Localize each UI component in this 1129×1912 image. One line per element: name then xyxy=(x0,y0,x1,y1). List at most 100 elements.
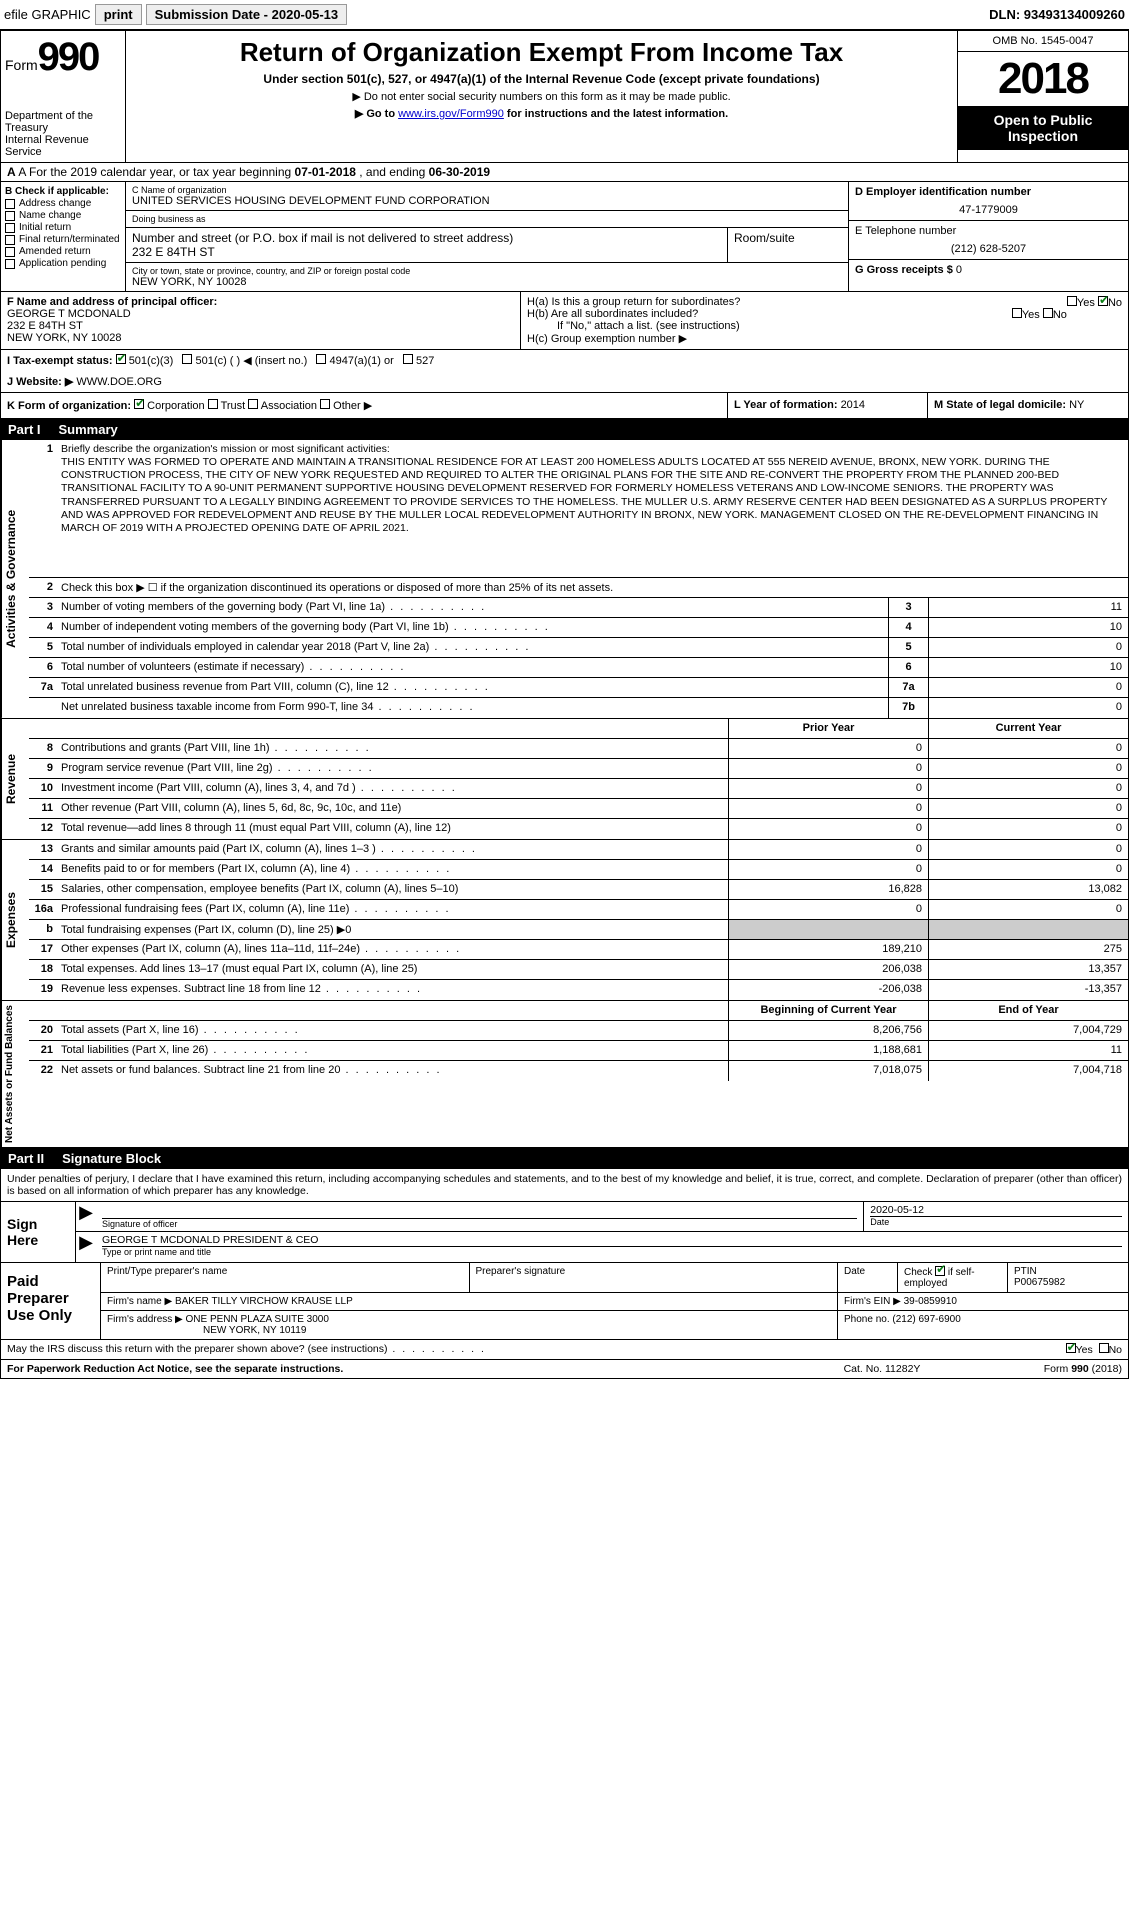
val6: 10 xyxy=(928,658,1128,677)
part1-header: Part I Summary xyxy=(0,419,1129,440)
gross-receipts-label: G Gross receipts $ xyxy=(855,264,956,276)
val4: 10 xyxy=(928,618,1128,637)
row-klm: K Form of organization: Corporation Trus… xyxy=(0,393,1129,419)
cb-corporation[interactable] xyxy=(134,399,144,409)
paid-preparer: Paid Preparer Use Only Print/Type prepar… xyxy=(1,1262,1128,1339)
line1-label: Briefly describe the organization's miss… xyxy=(61,443,390,455)
hb-note: If "No," attach a list. (see instruction… xyxy=(527,320,1122,332)
cb-501c[interactable] xyxy=(182,354,192,364)
block-b-checkboxes: B Check if applicable: Address change Na… xyxy=(1,182,126,291)
cb-trust[interactable] xyxy=(208,399,218,409)
phone-value: (212) 628-5207 xyxy=(855,243,1122,255)
firm-addr2: NEW YORK, NY 10119 xyxy=(203,1325,306,1336)
cb-association[interactable] xyxy=(248,399,258,409)
form-title: Return of Organization Exempt From Incom… xyxy=(132,37,951,68)
cb-initial-return[interactable] xyxy=(5,223,15,233)
hdr-current: Current Year xyxy=(928,719,1128,738)
cb-application-pending[interactable] xyxy=(5,259,15,269)
irs-label: Internal Revenue Service xyxy=(5,134,121,158)
firm-name: BAKER TILLY VIRCHOW KRAUSE LLP xyxy=(175,1296,353,1307)
vlabel-revenue: Revenue xyxy=(1,719,29,839)
form-ref: Form 990 (2018) xyxy=(962,1363,1122,1375)
officer-addr1: 232 E 84TH ST xyxy=(7,320,83,332)
line4: Number of independent voting members of … xyxy=(57,618,888,637)
sig-date-label: Date xyxy=(870,1216,1122,1227)
expenses-section: Expenses 13Grants and similar amounts pa… xyxy=(0,840,1129,1001)
cb-discuss-no[interactable] xyxy=(1099,1343,1109,1353)
revenue-section: Revenue Prior YearCurrent Year 8Contribu… xyxy=(0,719,1129,840)
cb-4947[interactable] xyxy=(316,354,326,364)
street-value: 232 E 84TH ST xyxy=(132,245,721,259)
sign-here-label: Sign Here xyxy=(1,1202,76,1262)
ptin-value: P00675982 xyxy=(1014,1277,1065,1288)
prep-sig-label: Preparer's signature xyxy=(470,1263,839,1292)
year-formation: 2014 xyxy=(841,399,865,411)
top-bar: efile GRAPHIC print Submission Date - 20… xyxy=(0,0,1129,30)
cb-name-change[interactable] xyxy=(5,211,15,221)
city-label: City or town, state or province, country… xyxy=(132,266,842,276)
ein-value: 47-1779009 xyxy=(855,204,1122,216)
row-j: J Website: ▶ WWW.DOE.ORG xyxy=(0,371,1129,393)
vlabel-activities: Activities & Governance xyxy=(1,440,29,718)
goto-note: ▶ Go to www.irs.gov/Form990 for instruct… xyxy=(132,107,951,120)
cb-ha-yes[interactable] xyxy=(1067,296,1077,306)
perjury-statement: Under penalties of perjury, I declare th… xyxy=(1,1169,1128,1201)
page-footer: For Paperwork Reduction Act Notice, see … xyxy=(0,1360,1129,1379)
row-i: I Tax-exempt status: 501(c)(3) 501(c) ( … xyxy=(0,350,1129,371)
row-a-tax-year: A A For the 2019 calendar year, or tax y… xyxy=(0,163,1129,182)
form-number: 990 xyxy=(38,35,99,79)
firm-addr1: ONE PENN PLAZA SUITE 3000 xyxy=(186,1314,329,1325)
cb-address-change[interactable] xyxy=(5,199,15,209)
line5: Total number of individuals employed in … xyxy=(57,638,888,657)
state-domicile: NY xyxy=(1069,399,1084,411)
officer-print-name: GEORGE T MCDONALD PRESIDENT & CEO xyxy=(102,1234,1122,1246)
vlabel-expenses: Expenses xyxy=(1,840,29,1000)
print-button[interactable]: print xyxy=(95,4,142,25)
print-name-label: Type or print name and title xyxy=(102,1246,1122,1257)
cb-discuss-yes[interactable] xyxy=(1066,1343,1076,1353)
val7b: 0 xyxy=(928,698,1128,718)
prep-name-label: Print/Type preparer's name xyxy=(101,1263,470,1292)
line3: Number of voting members of the governin… xyxy=(57,598,888,617)
discuss-row: May the IRS discuss this return with the… xyxy=(1,1339,1128,1359)
cb-amended-return[interactable] xyxy=(5,247,15,257)
cb-hb-yes[interactable] xyxy=(1012,308,1022,318)
line7a: Total unrelated business revenue from Pa… xyxy=(57,678,888,697)
paperwork-notice: For Paperwork Reduction Act Notice, see … xyxy=(7,1363,802,1375)
sig-officer-label: Signature of officer xyxy=(102,1218,857,1229)
block-c-org: C Name of organization UNITED SERVICES H… xyxy=(126,182,848,291)
cb-527[interactable] xyxy=(403,354,413,364)
line7b: Net unrelated business taxable income fr… xyxy=(57,698,888,718)
hdr-prior: Prior Year xyxy=(728,719,928,738)
net-assets-section: Net Assets or Fund Balances Beginning of… xyxy=(0,1001,1129,1148)
irs-link[interactable]: www.irs.gov/Form990 xyxy=(398,108,504,120)
cb-other[interactable] xyxy=(320,399,330,409)
submission-date: Submission Date - 2020-05-13 xyxy=(146,4,348,25)
header-left: Form990 Department of the Treasury Inter… xyxy=(1,31,126,162)
phone-label: E Telephone number xyxy=(855,225,956,237)
cb-self-employed[interactable] xyxy=(935,1266,945,1276)
line6: Total number of volunteers (estimate if … xyxy=(57,658,888,677)
sig-date: 2020-05-12 xyxy=(870,1204,1122,1216)
block-f-officer: F Name and address of principal officer:… xyxy=(1,292,521,349)
cb-final-return[interactable] xyxy=(5,235,15,245)
val5: 0 xyxy=(928,638,1128,657)
hdr-end: End of Year xyxy=(928,1001,1128,1020)
org-name: UNITED SERVICES HOUSING DEVELOPMENT FUND… xyxy=(132,195,842,207)
city-value: NEW YORK, NY 10028 xyxy=(132,276,842,288)
officer-addr2: NEW YORK, NY 10028 xyxy=(7,332,122,344)
omb-number: OMB No. 1545-0047 xyxy=(958,31,1128,52)
header-center: Return of Organization Exempt From Incom… xyxy=(126,31,958,162)
website-value: WWW.DOE.ORG xyxy=(76,376,162,388)
efile-label: efile GRAPHIC xyxy=(4,7,91,22)
block-deg: D Employer identification number 47-1779… xyxy=(848,182,1128,291)
cb-hb-no[interactable] xyxy=(1043,308,1053,318)
activities-governance: Activities & Governance 1 Briefly descri… xyxy=(0,440,1129,719)
gross-receipts-value: 0 xyxy=(956,264,962,276)
cb-501c3[interactable] xyxy=(116,354,126,364)
arrow-icon: ▶ xyxy=(76,1232,96,1259)
prep-date-label: Date xyxy=(838,1263,898,1292)
form-subtitle: Under section 501(c), 527, or 4947(a)(1)… xyxy=(132,72,951,86)
vlabel-netassets: Net Assets or Fund Balances xyxy=(1,1001,29,1147)
cb-ha-no[interactable] xyxy=(1098,296,1108,306)
